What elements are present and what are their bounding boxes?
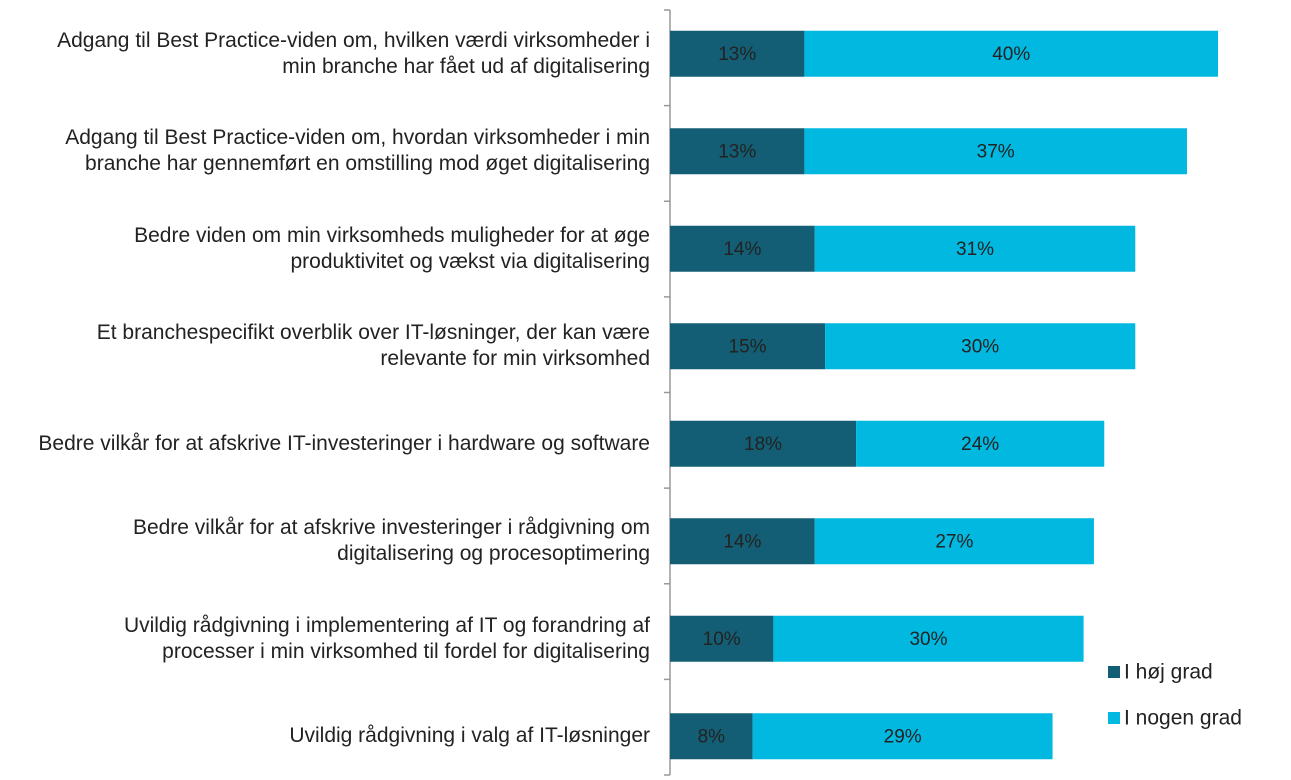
category-text: Bedre viden om min virksomheds mulighede… — [134, 223, 650, 273]
value-label: 27% — [935, 531, 973, 552]
bar-segment — [825, 323, 1136, 370]
bar-segment — [773, 615, 1084, 662]
category-text: Bedre vilkår for at afskrive IT-invester… — [38, 431, 650, 455]
legend-swatch — [1108, 712, 1120, 724]
category-text: Bedre vilkår for at afskrive investering… — [132, 516, 650, 566]
bar-segment — [856, 420, 1105, 467]
category-label: Adgang til Best Practice-viden om, hvilk… — [0, 5, 650, 103]
category-label: Et branchespecifikt overblik over IT-løs… — [0, 298, 650, 396]
bar-segment — [752, 713, 1053, 760]
value-label: 8% — [698, 726, 726, 747]
value-label: 13% — [718, 141, 756, 162]
category-text: Et branchespecifikt overblik over IT-løs… — [96, 321, 650, 371]
bar-segment — [814, 225, 1136, 272]
value-label: 40% — [992, 44, 1030, 65]
value-label: 29% — [884, 726, 922, 747]
category-text: Adgang til Best Practice-viden om, hvilk… — [57, 28, 650, 78]
bar-segment — [670, 30, 805, 77]
category-label: Uvildig rådgivning i valg af IT-løsninge… — [0, 688, 650, 780]
bar-segment — [814, 518, 1094, 565]
value-label: 15% — [729, 336, 767, 357]
value-label: 14% — [723, 239, 761, 260]
category-label: Uvildig rådgivning i implementering af I… — [0, 590, 650, 688]
category-label: Bedre viden om min virksomheds mulighede… — [0, 200, 650, 298]
category-text: Uvildig rådgivning i valg af IT-løsninge… — [289, 724, 650, 748]
value-label: 31% — [956, 239, 994, 260]
bar-segment — [804, 128, 1187, 175]
value-label: 30% — [961, 336, 999, 357]
bar-segment — [670, 128, 805, 175]
value-label: 30% — [909, 629, 947, 650]
value-label: 18% — [744, 434, 782, 455]
value-label: 13% — [718, 44, 756, 65]
category-label: Bedre vilkår for at afskrive investering… — [0, 493, 650, 591]
category-text: Adgang til Best Practice-viden om, hvord… — [65, 126, 650, 176]
bar-segment — [670, 518, 815, 565]
legend-swatch — [1108, 666, 1120, 678]
bar-segment — [670, 323, 826, 370]
legend-label: I høj grad — [1124, 661, 1213, 684]
category-label: Bedre vilkår for at afskrive IT-invester… — [0, 395, 650, 493]
legend-label: I nogen grad — [1124, 707, 1242, 730]
category-label: Adgang til Best Practice-viden om, hvord… — [0, 103, 650, 201]
value-label: 14% — [723, 531, 761, 552]
bar-segment — [670, 615, 774, 662]
bar-segment — [670, 420, 857, 467]
bar-segment — [670, 225, 815, 272]
bar-segment — [670, 713, 753, 760]
value-label: 37% — [977, 141, 1015, 162]
value-label: 10% — [703, 629, 741, 650]
bar-segment — [804, 30, 1218, 77]
value-label: 24% — [961, 434, 999, 455]
category-text: Uvildig rådgivning i implementering af I… — [123, 613, 650, 663]
